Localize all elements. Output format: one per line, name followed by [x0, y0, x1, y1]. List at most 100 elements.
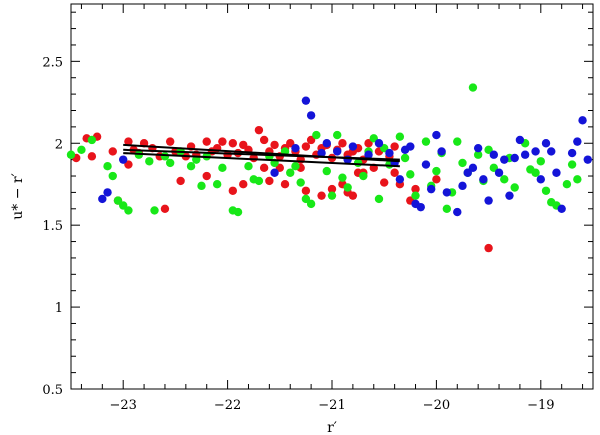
- data-point: [103, 161, 112, 171]
- data-point: [291, 161, 300, 171]
- data-point: [333, 147, 342, 156]
- data-point: [463, 168, 472, 177]
- data-point: [520, 150, 530, 159]
- x-tick-label: −23: [109, 398, 136, 413]
- data-point: [364, 150, 373, 159]
- data-point: [228, 186, 238, 195]
- axis-ticks: [71, 4, 593, 390]
- data-point: [239, 180, 248, 189]
- data-point: [500, 175, 509, 184]
- data-point: [296, 178, 305, 187]
- data-point: [479, 175, 488, 184]
- x-tick-label: −21: [318, 398, 345, 413]
- data-point: [87, 135, 97, 145]
- data-point: [578, 116, 587, 125]
- data-point: [286, 139, 295, 148]
- y-tick-label: 1: [55, 301, 63, 316]
- data-point: [301, 186, 311, 195]
- data-point: [348, 142, 358, 151]
- data-point: [510, 183, 519, 192]
- data-point: [160, 204, 170, 213]
- data-point: [426, 184, 436, 194]
- data-point: [390, 142, 399, 151]
- y-tick-label: 1.5: [42, 219, 63, 234]
- data-point: [338, 139, 347, 148]
- data-point: [244, 161, 253, 171]
- data-point: [364, 139, 373, 148]
- data-point: [510, 153, 519, 163]
- data-point: [395, 132, 405, 141]
- data-point: [160, 152, 170, 161]
- data-point: [411, 191, 420, 200]
- fit-line: [123, 152, 400, 168]
- data-point: [500, 155, 509, 164]
- data-point: [541, 186, 551, 195]
- data-point: [165, 137, 175, 146]
- data-point: [108, 147, 117, 156]
- data-point: [406, 170, 415, 179]
- data-point: [552, 168, 561, 177]
- data-point: [306, 199, 316, 209]
- data-point: [259, 135, 269, 145]
- data-point: [567, 148, 577, 158]
- data-point: [432, 175, 441, 184]
- data-point: [385, 148, 394, 158]
- data-point: [145, 157, 154, 166]
- data-point: [280, 180, 290, 189]
- data-point: [317, 148, 326, 158]
- data-point: [437, 147, 446, 156]
- data-point: [400, 153, 410, 163]
- x-tick-label: −22: [214, 398, 241, 413]
- data-point: [432, 166, 441, 176]
- data-point: [411, 184, 420, 194]
- data-point: [275, 163, 284, 173]
- data-point: [124, 206, 133, 215]
- data-point: [541, 139, 551, 148]
- data-point: [458, 181, 467, 191]
- data-point: [421, 137, 431, 146]
- data-point: [165, 158, 175, 168]
- data-point: [416, 202, 425, 212]
- x-tick-label: −19: [527, 398, 554, 413]
- data-point: [338, 173, 347, 182]
- data-point: [536, 157, 545, 166]
- data-point: [406, 142, 415, 151]
- data-point: [468, 83, 478, 92]
- data-point: [359, 171, 368, 181]
- data-point: [202, 137, 211, 146]
- data-point: [306, 135, 316, 145]
- data-point: [369, 134, 378, 143]
- data-point: [489, 150, 499, 159]
- data-point: [343, 183, 352, 192]
- x-tick-label: −20: [423, 398, 450, 413]
- fit-line: [123, 148, 400, 161]
- data-point: [113, 196, 123, 205]
- data-point: [390, 168, 399, 177]
- data-point: [484, 196, 493, 205]
- data-point: [583, 155, 592, 164]
- data-point: [197, 181, 206, 191]
- data-point: [233, 207, 243, 217]
- data-point: [254, 125, 264, 135]
- data-point: [531, 147, 540, 156]
- data-point: [515, 135, 525, 145]
- data-point: [124, 160, 133, 169]
- data-point: [150, 206, 159, 215]
- data-point: [239, 140, 248, 150]
- data-point: [562, 180, 572, 189]
- data-point: [77, 145, 86, 155]
- data-point: [103, 188, 112, 197]
- data-point: [312, 130, 321, 140]
- data-point: [442, 188, 452, 197]
- data-point: [218, 163, 227, 173]
- y-tick-label: 2: [55, 137, 63, 152]
- data-point: [531, 168, 540, 177]
- data-point: [453, 207, 462, 217]
- data-point: [489, 163, 499, 173]
- data-point: [176, 176, 185, 186]
- data-point: [202, 171, 211, 181]
- y-tick-label: 2.5: [42, 55, 63, 70]
- data-point: [458, 158, 467, 168]
- data-point: [327, 191, 337, 200]
